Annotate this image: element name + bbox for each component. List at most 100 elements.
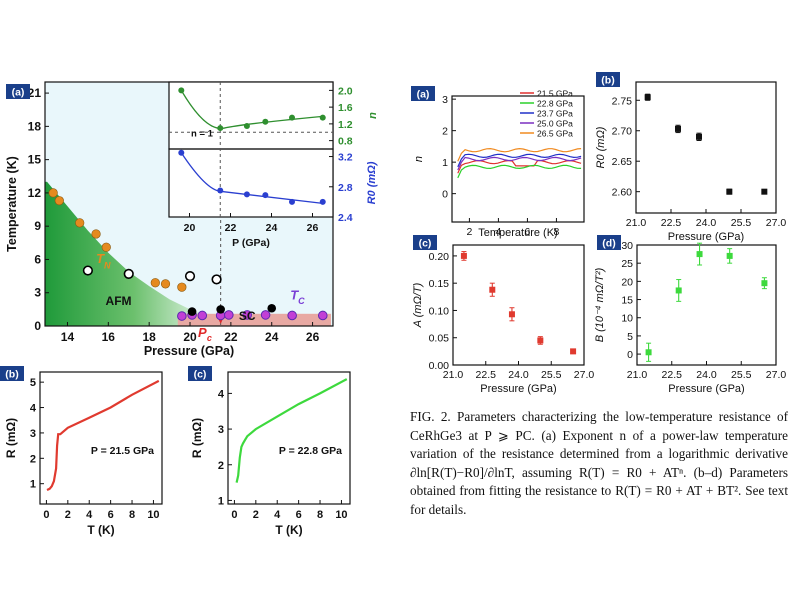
y-tick-label: 4 — [218, 388, 225, 400]
panel-label-right-c: (c) — [419, 238, 432, 250]
tc-point — [260, 310, 271, 320]
x-tick-label: 22.5 — [476, 369, 497, 381]
y-tick-label: 18 — [28, 119, 42, 133]
right-c-frame — [452, 244, 585, 366]
y-tick-label: 3 — [30, 428, 36, 440]
x-tick-label: 2 — [253, 509, 259, 521]
data-point — [726, 252, 733, 259]
sc-label: SC — [239, 309, 256, 323]
panel-label-left-b-bg — [0, 366, 24, 381]
tc-label: T — [290, 287, 299, 302]
left-c-frame — [227, 371, 351, 505]
y-tick-label: 2 — [30, 453, 36, 465]
x-tick-label: 14 — [61, 330, 75, 344]
x-tick-label: 27.0 — [766, 217, 787, 229]
x-tick-label: 2 — [466, 226, 472, 238]
tc-point — [317, 310, 328, 321]
tc-point — [177, 311, 187, 321]
y-tick-label: 2.65 — [612, 156, 633, 168]
x-tick-label: 4 — [86, 509, 93, 521]
n-point — [289, 114, 295, 121]
x-axis-label: Pressure (GPa) — [144, 344, 234, 358]
x-tick-label: 25.5 — [731, 369, 752, 381]
x-tick-label: 26 — [307, 222, 319, 234]
x-tick-label: 6 — [525, 226, 531, 238]
legend-label: 26.5 GPa — [537, 129, 573, 139]
y-tick-label: 30 — [621, 240, 633, 252]
n-curve — [180, 90, 323, 130]
x-tick-label: 21.0 — [443, 369, 464, 381]
n-series-line — [457, 153, 582, 168]
left-b-annotation: P = 21.5 GPa — [91, 445, 154, 457]
right-d-frame — [636, 244, 777, 366]
data-point — [726, 188, 733, 195]
inset-n-ylabel: n — [367, 112, 379, 119]
y-tick-label: 1 — [442, 157, 448, 169]
n-point — [262, 118, 269, 125]
y-tick-label: 3.2 — [338, 152, 353, 164]
x-tick-label: 6 — [108, 509, 114, 521]
x-tick-label: 8 — [554, 226, 560, 238]
y-tick-label: 0.05 — [429, 333, 450, 345]
y-tick-label: 10 — [621, 313, 633, 325]
tc-label-sub: C — [298, 296, 305, 306]
y-tick-label: 2.70 — [612, 126, 633, 138]
y-tick-label: 21 — [28, 86, 42, 100]
x-tick-label: 4 — [495, 226, 501, 238]
x-tick-label: 4 — [274, 509, 281, 521]
y-tick-label: 20 — [621, 276, 633, 288]
inset-r0-frame — [168, 148, 334, 218]
y-tick-label: 2.8 — [338, 182, 353, 194]
tc-point — [287, 310, 297, 321]
y-tick-label: 1 — [30, 479, 36, 491]
r0-point — [319, 198, 326, 205]
y-tick-label: 0.8 — [338, 136, 353, 148]
data-point — [460, 252, 467, 259]
x-tick-label: 2 — [65, 509, 71, 521]
r0-point — [178, 149, 185, 156]
panel-label-left-a-bg — [6, 84, 30, 99]
tn-point — [91, 229, 101, 239]
x-tick-label: 24 — [265, 330, 279, 344]
r0-point — [217, 187, 224, 194]
left-b-curve — [46, 379, 160, 491]
x-tick-label: 24.0 — [696, 369, 717, 381]
left-c-curve — [235, 378, 348, 483]
afm-label: AFM — [106, 294, 132, 308]
x-tick-label: 24.0 — [508, 369, 529, 381]
panel-label-right-b: (b) — [601, 75, 614, 87]
tn-point — [75, 218, 85, 228]
y-tick-label: 12 — [28, 186, 42, 200]
y-tick-label: 3 — [442, 94, 448, 106]
pc-label: P — [198, 325, 207, 340]
figure-caption: FIG. 2. Parameters characterizing the lo… — [410, 409, 788, 517]
y-tick-label: 0.10 — [429, 305, 450, 317]
r0-point — [243, 191, 250, 198]
right-b-ylabel: R0 (mΩ) — [595, 126, 607, 168]
open-point — [211, 274, 222, 285]
x-tick-label: 22.5 — [661, 217, 682, 229]
open-point — [123, 268, 134, 279]
panel-label-right-a-bg — [411, 86, 435, 101]
y-tick-label: 5 — [30, 377, 36, 389]
y-tick-label: 2.60 — [612, 187, 633, 199]
y-tick-label: 6 — [34, 252, 41, 266]
right-c-ylabel: A (mΩ/T) — [412, 282, 424, 328]
y-tick-label: 0 — [34, 319, 41, 333]
left-c-ylabel: R (mΩ) — [190, 418, 204, 458]
y-tick-label: 0 — [627, 349, 633, 361]
y-axis-label: Temperature (K) — [5, 156, 19, 252]
x-tick-label: 0 — [43, 509, 49, 521]
y-tick-label: 0.15 — [429, 278, 450, 290]
x-tick-label: 22 — [224, 330, 238, 344]
data-point — [644, 94, 651, 101]
afm-region — [45, 181, 207, 326]
right-a-ylabel: n — [413, 156, 425, 162]
tn-point — [54, 196, 64, 206]
right-a-frame — [451, 95, 585, 223]
right-a-xlabel: Temperature (K) — [478, 227, 557, 239]
legend-label: 25.0 GPa — [537, 119, 573, 129]
x-tick-label: 25.5 — [731, 217, 752, 229]
x-tick-label: 26 — [306, 330, 320, 344]
x-tick-label: 24 — [266, 222, 278, 234]
